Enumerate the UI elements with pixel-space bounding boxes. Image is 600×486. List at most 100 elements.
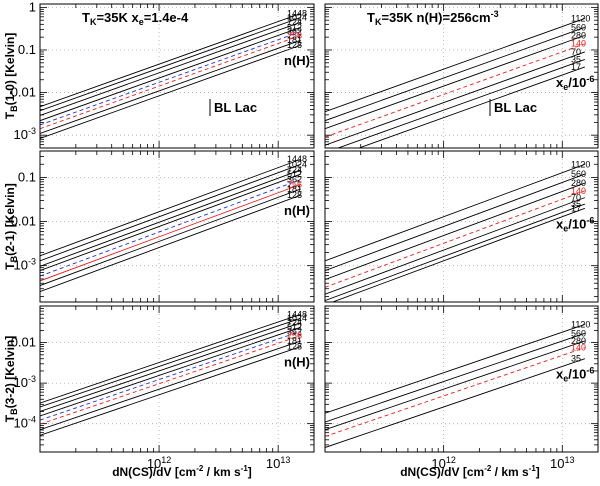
series-label: 1448 bbox=[287, 154, 307, 164]
series-label: 560 bbox=[571, 328, 586, 338]
key-label: xe/10-6 bbox=[556, 215, 594, 233]
panel-frame bbox=[324, 3, 599, 149]
series-label: 17 bbox=[571, 62, 581, 72]
series-line-512 bbox=[40, 326, 301, 417]
series-line-280 bbox=[325, 340, 586, 431]
series-line-140 bbox=[325, 190, 586, 288]
key-label: xe/10-6 bbox=[556, 74, 594, 92]
series-label: 35 bbox=[571, 54, 581, 64]
series-line-1024 bbox=[40, 17, 301, 112]
series-label: 256 bbox=[287, 179, 302, 189]
series-line-560 bbox=[325, 173, 586, 272]
key-label: xe/10-6 bbox=[556, 366, 594, 384]
series-label: 181 bbox=[287, 35, 302, 45]
y-tick-label: 0.1 bbox=[18, 42, 36, 57]
series-line-181 bbox=[40, 39, 301, 134]
key-label: n(H) bbox=[284, 355, 310, 370]
y-axis-label: TB(3-2) [Kelvin] bbox=[3, 336, 19, 423]
series-line-280 bbox=[325, 182, 586, 281]
series-label: 280 bbox=[571, 30, 586, 40]
series-label: 140 bbox=[571, 343, 586, 353]
series-label: 1024 bbox=[287, 159, 307, 169]
y-tick-label: 0.1 bbox=[18, 170, 36, 185]
series-line-181 bbox=[40, 340, 301, 431]
series-line-128 bbox=[40, 194, 301, 293]
series-line-512 bbox=[40, 26, 301, 122]
series-label: 70 bbox=[571, 47, 581, 57]
series-line-362 bbox=[40, 330, 301, 421]
series-line-140 bbox=[325, 347, 586, 437]
y-tick-label: 10-3 bbox=[14, 126, 36, 142]
series-line-724 bbox=[40, 21, 301, 116]
panel-frame bbox=[39, 3, 315, 149]
series-line-128 bbox=[40, 346, 301, 436]
series-label: 724 bbox=[287, 165, 302, 175]
series-line-1120 bbox=[325, 324, 586, 414]
x-tick-label: 1013 bbox=[550, 455, 574, 471]
series-label: 128 bbox=[287, 190, 302, 200]
series-label: 70 bbox=[571, 193, 581, 203]
key-label: n(H) bbox=[284, 53, 310, 68]
series-label: 35 bbox=[571, 354, 581, 364]
panel-frame bbox=[324, 150, 599, 303]
series-line-362 bbox=[40, 179, 301, 277]
y-tick-label: 0.01 bbox=[11, 85, 36, 100]
series-label: 724 bbox=[287, 318, 302, 328]
series-line-17 bbox=[357, 66, 586, 148]
y-axis-label: TB(2-1) [Kelvin] bbox=[3, 183, 19, 270]
series-label: 362 bbox=[287, 175, 302, 185]
series-label: 17 bbox=[571, 203, 581, 213]
series-line-1448 bbox=[40, 158, 301, 257]
series-line-256 bbox=[40, 34, 301, 130]
series-label: 512 bbox=[287, 22, 302, 32]
series-line-1120 bbox=[325, 163, 586, 262]
series-label: 1448 bbox=[287, 309, 307, 319]
bl-lac-annotation: BL Lac bbox=[214, 100, 257, 115]
panel-frame bbox=[324, 305, 599, 453]
series-label: 1448 bbox=[287, 8, 307, 18]
series-line-70 bbox=[325, 197, 586, 295]
series-line-1024 bbox=[40, 163, 301, 262]
y-axis-label: TB(1-0) [Kelvin] bbox=[3, 33, 19, 120]
x-axis-label-left: dN(CS)/dV [cm-2 / km s-1] bbox=[112, 464, 252, 479]
series-line-35 bbox=[336, 59, 586, 148]
series-line-280 bbox=[325, 34, 586, 130]
series-line-128 bbox=[40, 44, 301, 139]
series-line-35 bbox=[325, 203, 586, 302]
series-label: 724 bbox=[287, 17, 302, 27]
series-line-140 bbox=[325, 43, 586, 138]
panel-title: TK=35K n(H)=256cm-3 bbox=[367, 9, 499, 27]
series-label: 1120 bbox=[571, 159, 590, 169]
x-axis-label-right: dN(CS)/dV [cm-2 / km s-1] bbox=[400, 464, 540, 479]
bl-lac-annotation: BL Lac bbox=[494, 100, 537, 115]
x-tick-label: 1013 bbox=[266, 455, 290, 471]
series-label: 280 bbox=[571, 178, 586, 188]
series-line-724 bbox=[40, 322, 301, 412]
series-line-560 bbox=[325, 26, 586, 122]
series-label: 181 bbox=[287, 336, 302, 346]
y-tick-label: 0.01 bbox=[11, 335, 36, 350]
series-label: 1024 bbox=[287, 313, 307, 323]
panel-r3-c1: 14481024724512362256181128n(H)0.0110-310… bbox=[3, 305, 315, 471]
series-line-724 bbox=[40, 169, 301, 267]
series-line-362 bbox=[40, 31, 301, 126]
series-line-512 bbox=[40, 173, 301, 272]
series-line-1120 bbox=[325, 18, 586, 113]
series-label: 1120 bbox=[571, 319, 590, 329]
y-tick-label: 1 bbox=[29, 0, 36, 14]
series-label: 560 bbox=[571, 22, 586, 32]
series-label: 560 bbox=[571, 169, 586, 179]
panel-title: TK=35K xe=1.4e-4 bbox=[82, 10, 189, 27]
series-label: 1120 bbox=[571, 13, 590, 23]
series-label: 35 bbox=[571, 199, 581, 209]
series-line-1448 bbox=[40, 13, 301, 108]
series-line-560 bbox=[325, 332, 586, 423]
series-line-70 bbox=[325, 51, 586, 146]
series-line-17 bbox=[331, 207, 586, 302]
series-label: 362 bbox=[287, 326, 302, 336]
series-label: 140 bbox=[571, 186, 586, 196]
series-line-256 bbox=[40, 335, 301, 425]
